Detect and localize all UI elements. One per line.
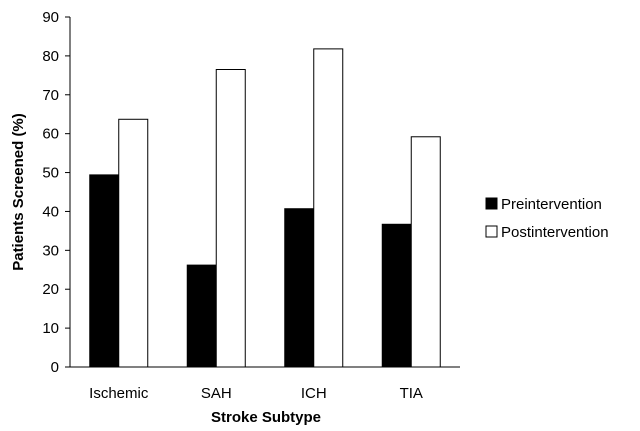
bar-postintervention-sah: [215, 69, 246, 368]
y-tick-label: 20: [42, 281, 59, 298]
y-tick-label: 50: [42, 165, 59, 182]
bar-preintervention-ich: [284, 208, 315, 368]
bar-postintervention-tia: [410, 136, 441, 368]
y-tick-label: 90: [42, 9, 59, 26]
x-axis-title: Stroke Subtype: [211, 409, 321, 426]
bar-preintervention-tia: [381, 223, 412, 368]
y-tick-label: 80: [42, 48, 59, 65]
legend-swatch-preintervention: [485, 197, 498, 210]
x-tick-label: SAH: [201, 385, 232, 402]
legend-label-postintervention: Postintervention: [501, 224, 609, 241]
bar-postintervention-ischemic: [118, 118, 149, 368]
x-tick-label: ICH: [301, 385, 327, 402]
y-tick-label: 0: [51, 359, 59, 376]
bar-preintervention-ischemic: [89, 174, 120, 368]
legend-label-preintervention: Preintervention: [501, 196, 602, 213]
bar-preintervention-sah: [186, 264, 217, 368]
y-axis-ticks: 0 10 20 30 40 50 60 70 80 90: [42, 9, 70, 376]
bars: [89, 48, 441, 368]
y-tick-label: 10: [42, 320, 59, 337]
bar-postintervention-ich: [313, 48, 344, 368]
y-tick-label: 30: [42, 242, 59, 259]
legend-swatch-postintervention: [485, 225, 498, 238]
y-tick-label: 70: [42, 87, 59, 104]
x-tick-label: TIA: [400, 385, 423, 402]
y-tick-label: 60: [42, 126, 59, 143]
x-axis-category-labels: Ischemic SAH ICH TIA: [89, 385, 423, 402]
legend: Preintervention Postintervention: [485, 196, 609, 241]
x-tick-label: Ischemic: [89, 385, 149, 402]
y-tick-label: 40: [42, 203, 59, 220]
y-axis-title: Patients Screened (%): [10, 113, 27, 271]
